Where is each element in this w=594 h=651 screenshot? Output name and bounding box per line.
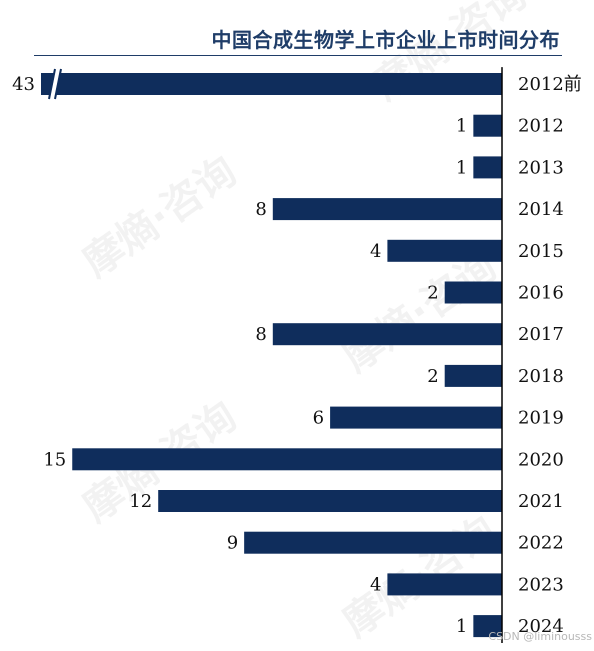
- axis-break-mark: [54, 68, 62, 100]
- data-label: 1: [456, 616, 467, 637]
- category-label: 2023: [518, 574, 564, 595]
- category-label: 2012: [518, 116, 564, 137]
- category-label: 2020: [518, 449, 564, 470]
- data-label: 6: [313, 408, 324, 429]
- data-label: 8: [255, 199, 266, 220]
- bar: [444, 364, 502, 387]
- category-label: 2024: [518, 616, 564, 637]
- data-label: 1: [456, 157, 467, 178]
- category-label: 2017: [518, 324, 564, 345]
- data-label: 2: [427, 366, 438, 387]
- data-label: 8: [255, 324, 266, 345]
- bar: [158, 490, 502, 512]
- category-label: 2012前: [518, 74, 582, 95]
- bar: [473, 114, 502, 137]
- data-label: 43: [12, 74, 35, 95]
- data-label: 9: [227, 533, 238, 554]
- bar: [272, 198, 502, 221]
- category-label: 2013: [518, 157, 564, 178]
- data-label: 4: [370, 241, 381, 262]
- bar: [444, 281, 502, 304]
- category-label: 2014: [518, 199, 564, 220]
- bar: [272, 323, 502, 346]
- csdn-watermark: CSDN @liminousss: [488, 630, 592, 643]
- data-label: 1: [456, 116, 467, 137]
- bar: [387, 573, 502, 596]
- bar: [387, 239, 502, 262]
- bar: [473, 615, 502, 638]
- title-underline: [34, 55, 562, 56]
- data-label: 4: [370, 574, 381, 595]
- bar: [72, 448, 502, 471]
- data-label: 2: [427, 283, 438, 304]
- data-label: 12: [129, 491, 152, 512]
- category-label: 2016: [518, 283, 564, 304]
- axis-break-gap: [49, 71, 61, 97]
- data-label: 15: [43, 449, 66, 470]
- bar: [330, 406, 502, 429]
- bar: [473, 156, 502, 179]
- category-label: 2018: [518, 366, 564, 387]
- bar: [41, 73, 502, 95]
- chart-title: 中国合成生物学上市企业上市时间分布: [211, 28, 560, 52]
- bar: [244, 531, 502, 554]
- category-label: 2019: [518, 408, 564, 429]
- category-label: 2021: [518, 491, 564, 512]
- category-label: 2015: [518, 241, 564, 262]
- axis-break-mark: [48, 68, 56, 100]
- category-label: 2022: [518, 533, 564, 554]
